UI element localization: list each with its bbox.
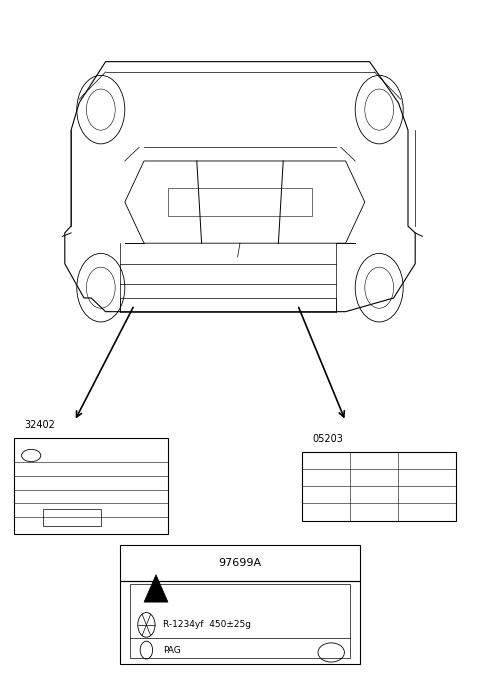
Text: 32402: 32402 <box>24 420 55 430</box>
Bar <box>120 545 360 581</box>
Text: 05203: 05203 <box>312 434 343 444</box>
Bar <box>43 509 101 526</box>
Bar <box>130 584 350 658</box>
Text: R-1234yf  450±25g: R-1234yf 450±25g <box>163 621 251 630</box>
Bar <box>14 438 168 534</box>
Polygon shape <box>144 575 168 602</box>
Bar <box>120 581 360 664</box>
Bar <box>302 452 456 521</box>
Text: PAG: PAG <box>163 645 181 655</box>
Text: 97699A: 97699A <box>218 558 262 568</box>
